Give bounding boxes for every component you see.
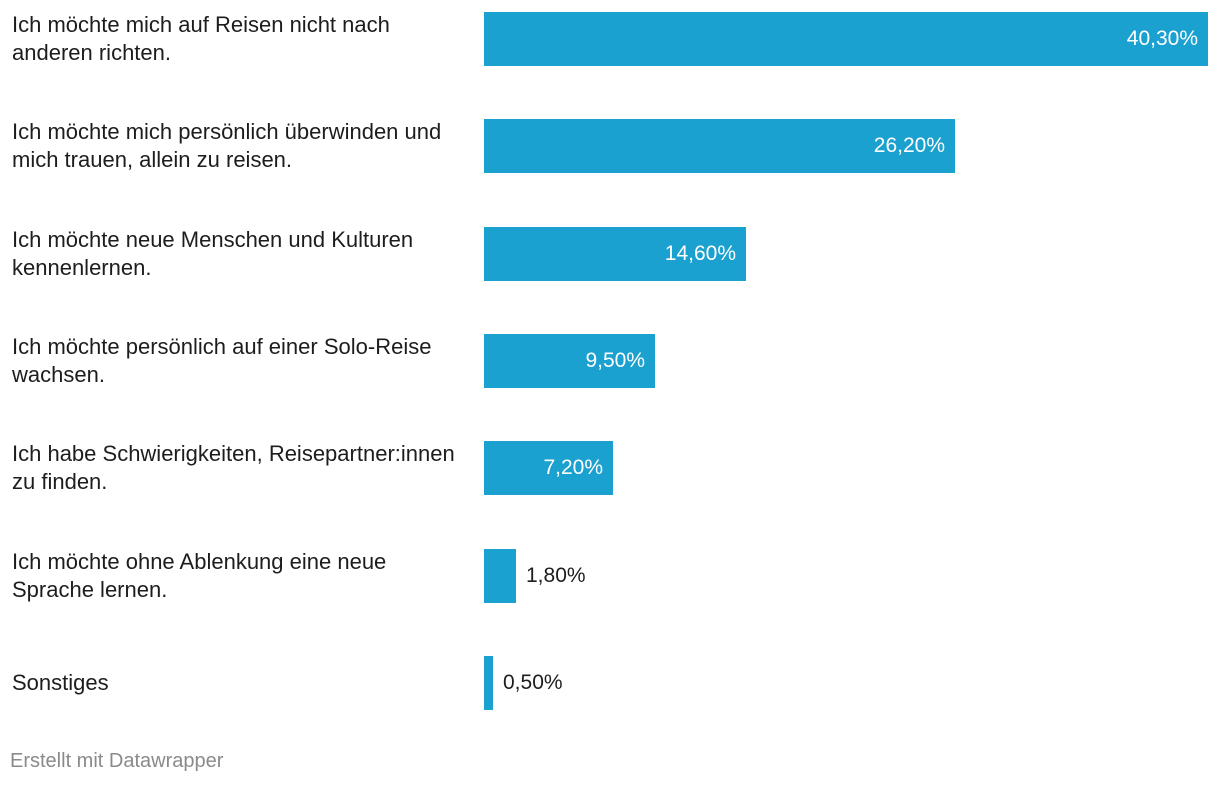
category-label: Sonstiges xyxy=(12,670,109,695)
category-label: Ich habe Schwierigkeiten, Reisepartner:i… xyxy=(12,441,455,494)
value-label: 7,20% xyxy=(543,456,603,479)
bar xyxy=(484,227,746,281)
category-label: Ich möchte mich persönlich überwinden un… xyxy=(12,119,442,172)
category-label: Ich möchte mich auf Reisen nicht nach an… xyxy=(12,12,390,65)
category-label: Ich möchte ohne Ablenkung eine neue Spra… xyxy=(12,549,387,602)
value-label: 1,80% xyxy=(526,564,586,587)
category-label: Ich möchte persönlich auf einer Solo-Rei… xyxy=(12,334,432,387)
bar xyxy=(484,656,493,710)
value-label: 9,50% xyxy=(585,349,645,372)
bar xyxy=(484,119,955,173)
bar xyxy=(484,12,1208,66)
value-label: 14,60% xyxy=(664,242,736,265)
bar xyxy=(484,441,613,495)
value-label: 26,20% xyxy=(873,134,945,157)
bar xyxy=(484,334,655,388)
bar xyxy=(484,549,516,603)
value-label: 40,30% xyxy=(1126,27,1198,50)
value-label: 0,50% xyxy=(503,671,563,694)
category-label: Ich möchte neue Menschen und Kulturen ke… xyxy=(12,227,414,280)
footer-credit: Erstellt mit Datawrapper xyxy=(10,750,224,772)
